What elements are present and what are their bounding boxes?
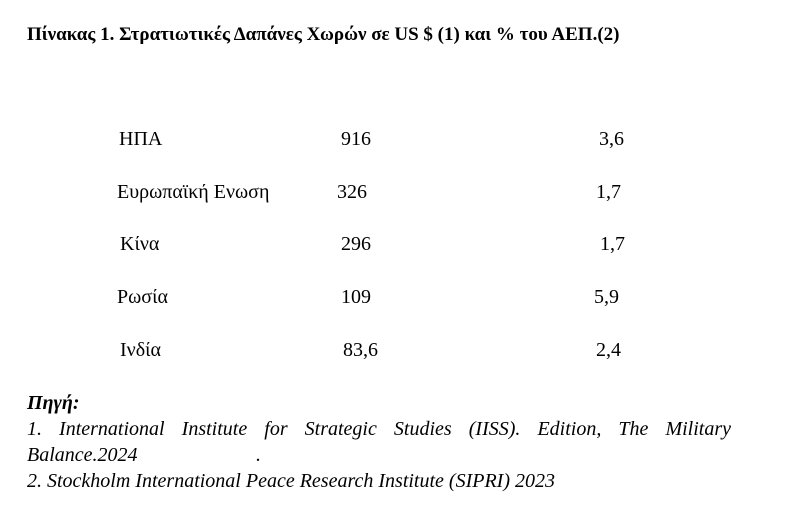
source-heading: Πηγή:: [27, 392, 80, 414]
table-cell-country: Κίνα: [120, 233, 160, 255]
source-reference-1-text: 1. International Institute for Strategic…: [27, 418, 731, 466]
source-reference-2: 2. Stockholm International Peace Researc…: [27, 470, 555, 492]
table-cell-gdp-percent: 1,7: [596, 181, 621, 203]
table-cell-gdp-percent: 5,9: [594, 286, 619, 308]
table-cell-country: ΗΠΑ: [119, 128, 163, 150]
table-title: Πίνακας 1. Στρατιωτικές Δαπάνες Χωρών σε…: [27, 24, 620, 45]
source-reference-1: 1. International Institute for Strategic…: [27, 416, 731, 468]
table-cell-country: Ρωσία: [117, 286, 168, 308]
table-cell-country: Ινδία: [120, 339, 161, 361]
table-cell-spending: 83,6: [343, 339, 378, 361]
table-cell-gdp-percent: 2,4: [596, 339, 621, 361]
table-cell-gdp-percent: 3,6: [599, 128, 624, 150]
source-reference-1-trailing: .: [255, 444, 261, 466]
table-cell-gdp-percent: 1,7: [600, 233, 625, 255]
table-cell-spending: 916: [341, 128, 371, 150]
table-cell-spending: 326: [337, 181, 367, 203]
table-cell-spending: 109: [341, 286, 371, 308]
table-cell-spending: 296: [341, 233, 371, 255]
table-cell-country: Ευρωπαϊκή Ενωση: [117, 181, 270, 203]
